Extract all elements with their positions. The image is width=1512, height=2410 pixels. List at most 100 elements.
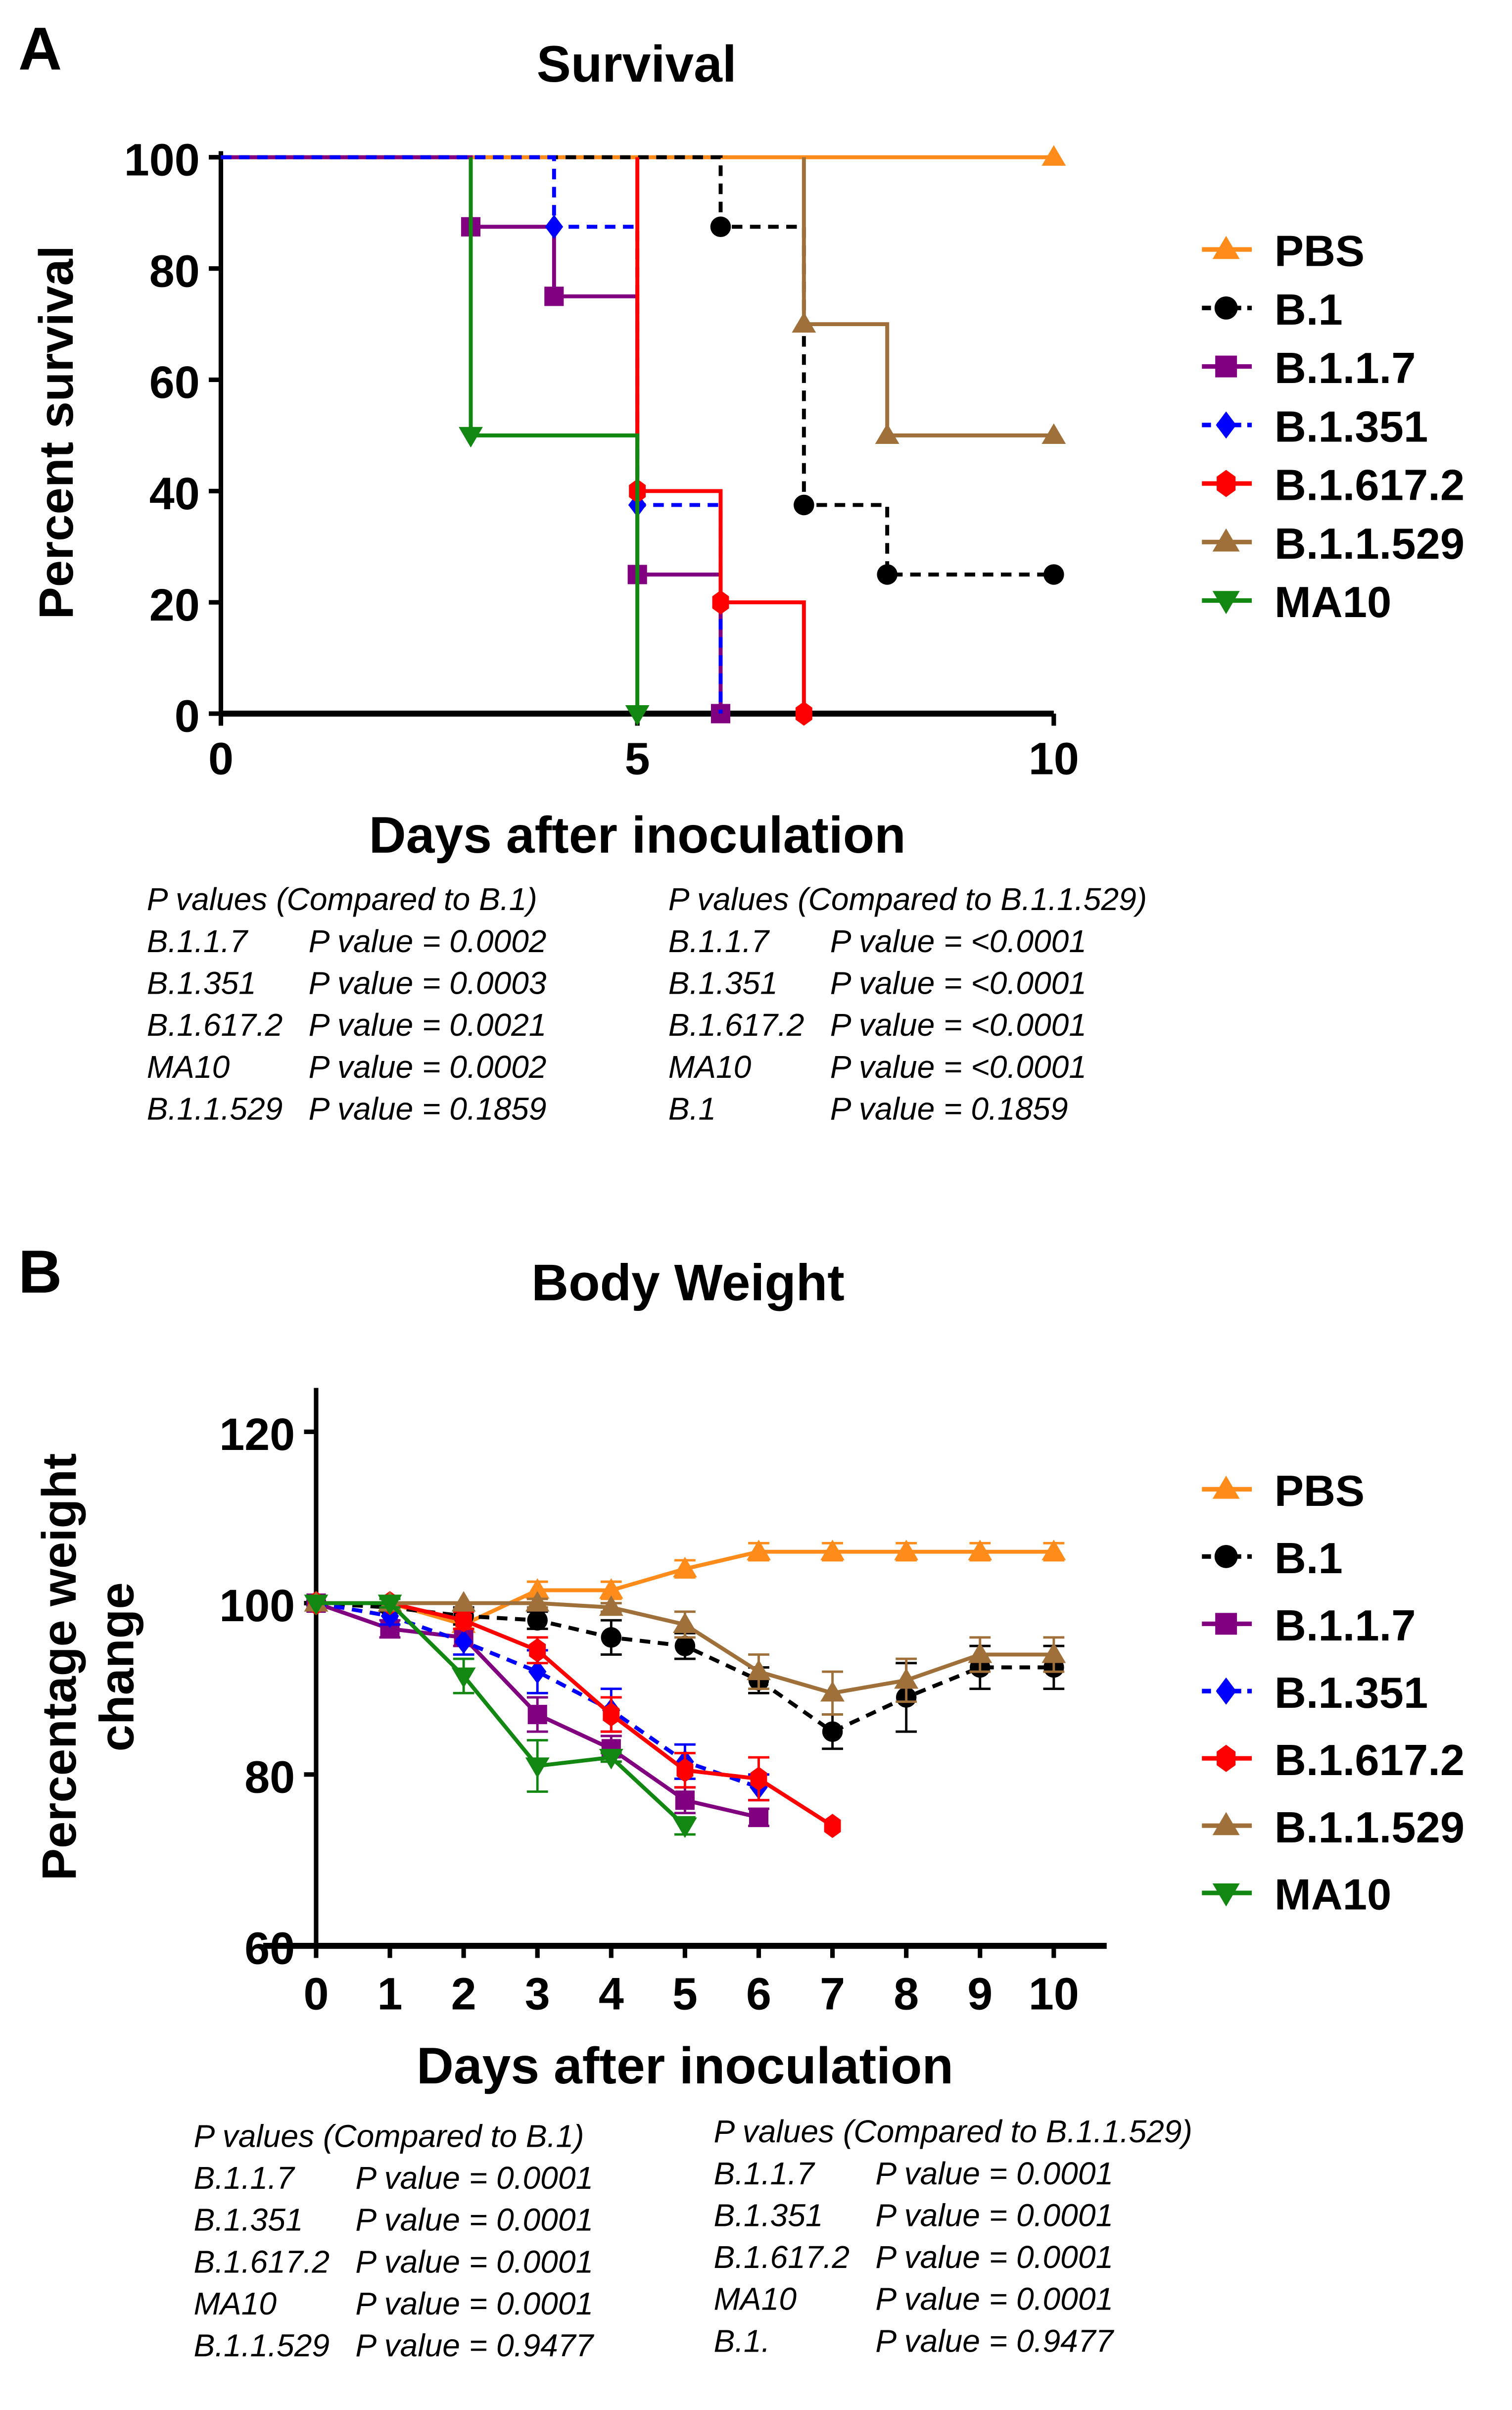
series-B.1	[221, 155, 1064, 585]
marker-triangle	[1212, 1475, 1240, 1499]
legend-item: B.1.1.7	[1202, 1601, 1416, 1650]
y-tick-label: 40	[149, 469, 200, 519]
chart-title: Survival	[537, 36, 737, 93]
marker-circle	[1214, 1544, 1238, 1568]
marker-hexagon	[529, 1638, 546, 1663]
pvalue-header: P values (Compared to B.1.1.529)	[713, 2114, 1192, 2149]
marker-triangle-down	[525, 1757, 550, 1778]
pvalue-strain: B.1	[668, 1091, 716, 1126]
marker-hexagon	[824, 1814, 841, 1838]
x-tick-label: 9	[967, 1969, 992, 2019]
pvalue-value: P value = 0.0001	[875, 2239, 1113, 2275]
marker-triangle	[1041, 423, 1066, 444]
panel-label-b: B	[18, 1238, 62, 1305]
pvalue-value: P value = 0.1859	[830, 1091, 1068, 1126]
marker-triangle-down	[378, 1594, 402, 1615]
legend-item: B.1.1.7	[1202, 343, 1416, 392]
x-tick-label: 0	[208, 733, 234, 784]
marker-circle	[527, 1610, 548, 1631]
series-line	[221, 155, 723, 714]
body-weight-chart: Body Weight 60 80 100 120 0 1 2 3 4 5 6 7 8 9 10 Days af…	[32, 1254, 1465, 2363]
series-MA10	[304, 1594, 697, 1838]
series-B.1.617.2	[308, 1591, 841, 1838]
marker-circle	[877, 564, 898, 585]
x-axis-label: Days after inoculation	[369, 807, 906, 864]
pvalue-header: P values (Compared to B.1)	[147, 881, 537, 917]
x-tick-label: 5	[625, 733, 650, 784]
x-tick-label: 0	[303, 1969, 329, 2019]
pvalue-value: P value = 0.0001	[875, 2197, 1113, 2233]
marker-triangle	[1212, 236, 1240, 259]
pvalue-strain: B.1.1.7	[193, 2160, 295, 2196]
marker-square	[1215, 1613, 1237, 1635]
marker-triangle-down	[1212, 591, 1240, 615]
pvalue-value: P value = 0.9477	[355, 2328, 594, 2363]
pvalue-value: P value = 0.0021	[309, 1007, 547, 1043]
chart-title: Body Weight	[531, 1254, 845, 1311]
x-axis-label: Days after inoculation	[417, 2037, 953, 2095]
marker-hexagon	[795, 701, 812, 726]
marker-square	[749, 1807, 769, 1827]
marker-circle	[1214, 296, 1238, 320]
marker-hexagon	[603, 1702, 620, 1727]
marker-circle	[601, 1627, 622, 1648]
pvalue-header: P values (Compared to B.1.1.529)	[668, 881, 1147, 917]
y-tick-label: 20	[149, 580, 200, 630]
marker-triangle	[894, 1668, 919, 1689]
marker-triangle-down	[1212, 1883, 1240, 1907]
pvalue-strain: B.1.351	[193, 2202, 303, 2238]
series-B.1.1.529	[792, 157, 1066, 444]
legend-label: B.1.351	[1275, 402, 1428, 451]
pvalue-strain: MA10	[668, 1049, 752, 1085]
x-tick-label: 10	[1029, 1969, 1079, 2019]
pvalue-strain: B.1.351	[713, 2197, 823, 2233]
pvalue-header: P values (Compared to B.1)	[193, 2118, 584, 2154]
marker-square	[1215, 355, 1237, 378]
x-tick-label: 2	[451, 1969, 476, 2019]
series-MA10	[459, 157, 650, 726]
marker-triangle	[672, 1612, 697, 1633]
y-axis-label: Percentage weight change	[32, 1453, 143, 1881]
y-axis-label: Percent survival	[29, 245, 83, 619]
survival-chart: Survival 0 20 40 60 80 100 0 5 10 Days after inocu…	[29, 36, 1465, 1126]
marker-triangle	[747, 1540, 771, 1560]
marker-diamond	[528, 1659, 547, 1684]
legend-label: PBS	[1275, 227, 1365, 276]
marker-triangle	[747, 1659, 771, 1681]
series-line	[316, 1601, 834, 1828]
pvalue-value: P value = 0.0002	[309, 923, 547, 959]
x-tick-label: 1	[378, 1969, 403, 2019]
legend-label: B.1.351	[1275, 1668, 1428, 1717]
pvalue-value: P value = 0.0001	[355, 2286, 593, 2321]
marker-triangle	[451, 1591, 476, 1612]
series-line	[469, 157, 640, 714]
pvalue-strain: B.1.1.7	[713, 2156, 815, 2191]
y-tick-label: 80	[149, 246, 200, 296]
legend-label: B.1.1.7	[1275, 1601, 1416, 1650]
x-tick-label: 7	[820, 1969, 845, 2019]
marker-triangle	[599, 1578, 623, 1599]
x-tick-label: 6	[746, 1969, 771, 2019]
series-B.1.1.529	[304, 1591, 1066, 1716]
legend-item: B.1	[1202, 285, 1343, 334]
y-tick-label: 80	[244, 1752, 295, 1802]
marker-triangle	[968, 1540, 992, 1560]
pvalue-value: P value = 0.0001	[355, 2160, 593, 2196]
legend-label: B.1.617.2	[1275, 461, 1465, 510]
marker-hexagon	[750, 1767, 767, 1791]
x-tick-label: 3	[525, 1969, 550, 2019]
marker-triangle-down	[599, 1749, 623, 1770]
marker-circle	[710, 216, 731, 238]
legend-label: B.1	[1275, 1534, 1343, 1583]
legend-label: B.1.1.7	[1275, 343, 1416, 392]
legend-item: B.1.1.529	[1202, 519, 1465, 568]
legend-item: B.1.617.2	[1202, 1735, 1465, 1784]
pvalue-strain: MA10	[147, 1049, 230, 1085]
pvalue-strain: B.1.617.2	[193, 2244, 330, 2279]
marker-triangle-down	[304, 1594, 329, 1615]
pvalue-strain: B.1.	[713, 2323, 770, 2359]
marker-triangle	[820, 1681, 845, 1702]
legend-item: B.1.351	[1202, 402, 1428, 451]
marker-square	[675, 1790, 695, 1810]
pvalue-strain: MA10	[713, 2281, 797, 2317]
